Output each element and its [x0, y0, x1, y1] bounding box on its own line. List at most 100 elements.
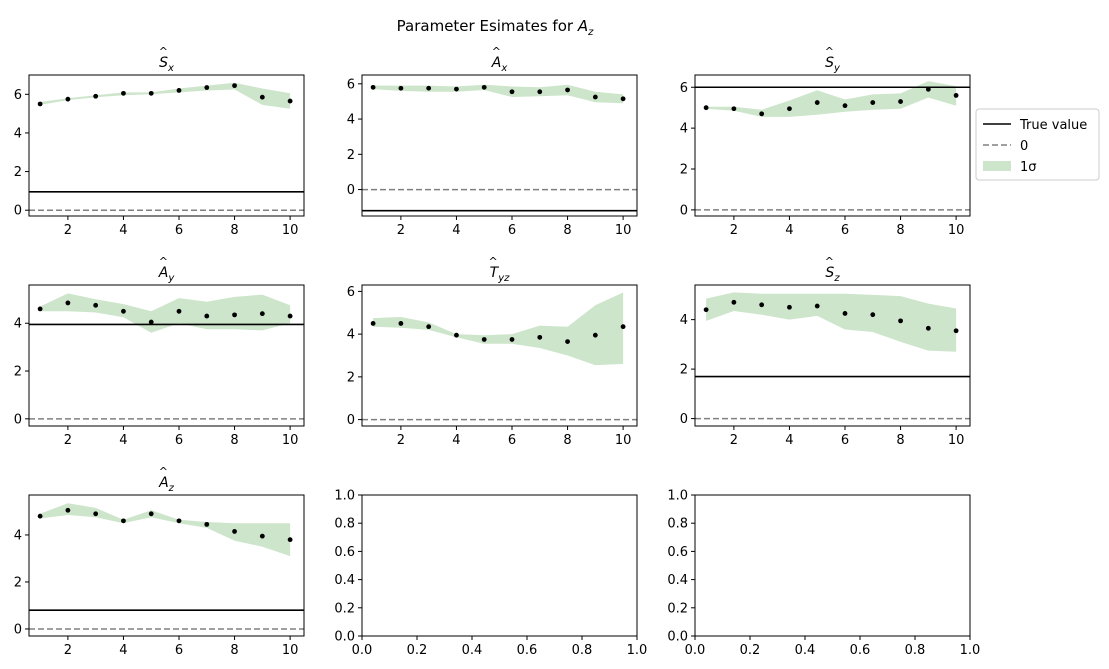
- x-tick-label: 6: [841, 433, 849, 448]
- sigma-band: [40, 503, 291, 557]
- data-point: [509, 89, 515, 95]
- y-tick-label: 0.2: [667, 601, 688, 616]
- x-tick-label: 0.2: [407, 643, 428, 658]
- x-tick-label: 2: [397, 223, 405, 238]
- data-point: [703, 105, 709, 111]
- subplot-7: Az^ 2 4 6 8 10 0 2 4: [14, 465, 305, 658]
- legend: True value 0 1σ: [975, 108, 1100, 181]
- data-point: [898, 99, 903, 104]
- x-tick-label: 6: [175, 433, 183, 448]
- x-tick-label: 8: [896, 433, 904, 448]
- figure-title-text: Parameter Esimates for: [397, 17, 578, 35]
- data-point: [370, 84, 376, 90]
- x-tick-label: 10: [615, 223, 632, 238]
- hat-accent: ^: [159, 45, 168, 58]
- data-point: [232, 312, 237, 318]
- data-point: [454, 332, 459, 338]
- y-tick-label: 0: [14, 204, 22, 219]
- data-point: [148, 90, 154, 96]
- data-point: [925, 325, 931, 331]
- subplot-title: Az: [158, 475, 175, 494]
- data-point: [953, 328, 959, 334]
- legend-label: 1σ: [1020, 160, 1037, 175]
- x-tick-label: 4: [452, 433, 460, 448]
- subplot-title: Sx: [159, 55, 174, 74]
- data-point: [121, 308, 126, 314]
- data-point: [232, 83, 237, 89]
- x-tick-label: 2: [397, 433, 405, 448]
- axes-frame: [361, 494, 638, 637]
- data-point: [232, 529, 237, 534]
- data-point: [65, 96, 71, 102]
- y-tick-label: 2: [680, 163, 688, 178]
- y-tick-label: 1.0: [667, 489, 688, 504]
- y-tick-label: 0.8: [667, 517, 688, 532]
- x-tick-label: 0.2: [740, 643, 761, 658]
- hat-accent: ^: [159, 255, 168, 268]
- data-point: [759, 302, 765, 308]
- x-tick-label: 6: [175, 643, 183, 658]
- data-point: [93, 93, 99, 99]
- data-point: [870, 312, 876, 318]
- x-tick-label: 2: [64, 433, 72, 448]
- data-point: [259, 533, 265, 539]
- y-tick-label: 6: [347, 285, 355, 300]
- plot-area: [362, 84, 637, 212]
- plot-area: [362, 292, 637, 421]
- data-point: [814, 303, 820, 309]
- plot-area: [29, 293, 304, 420]
- data-point: [287, 537, 293, 543]
- hat-accent: ^: [488, 255, 497, 268]
- data-point: [93, 511, 99, 517]
- x-tick-label: 0.4: [462, 643, 483, 658]
- y-tick-label: 0.4: [334, 573, 355, 588]
- data-point: [204, 313, 210, 319]
- x-tick-label: 2: [64, 223, 72, 238]
- data-point: [787, 106, 792, 112]
- data-point: [731, 299, 737, 305]
- legend-label: 0: [1020, 139, 1028, 154]
- x-tick-label: 10: [948, 223, 965, 238]
- subplot-4: Ay^ 2 4 6 8 10 0 2 4: [14, 255, 305, 448]
- y-tick-label: 0: [680, 203, 688, 218]
- subplot-title: Sy: [825, 55, 841, 74]
- x-tick-label: 6: [508, 223, 516, 238]
- data-point: [620, 324, 626, 330]
- data-point: [703, 307, 709, 313]
- data-point: [148, 319, 154, 325]
- x-tick-label: 8: [896, 223, 904, 238]
- x-tick-label: 1.0: [627, 643, 648, 658]
- data-point: [93, 302, 99, 308]
- y-tick-label: 6: [680, 81, 688, 96]
- data-point: [148, 511, 154, 517]
- data-point: [204, 85, 210, 90]
- data-point: [953, 93, 959, 98]
- data-point: [759, 111, 765, 117]
- x-tick-label: 6: [841, 223, 849, 238]
- data-point: [370, 321, 376, 326]
- x-tick-label: 4: [119, 223, 127, 238]
- data-point: [565, 87, 570, 93]
- data-point: [481, 337, 487, 342]
- y-tick-label: 0.4: [667, 573, 688, 588]
- x-tick-label: 6: [175, 223, 183, 238]
- y-tick-label: 4: [680, 313, 688, 328]
- y-tick-label: 2: [14, 365, 22, 380]
- subplot-6: Sz^ 2 4 6 8 10 0 2 4: [680, 255, 971, 448]
- data-point: [65, 300, 71, 306]
- y-tick-label: 4: [14, 317, 22, 332]
- y-tick-label: 2: [347, 370, 355, 385]
- data-point: [842, 311, 848, 316]
- x-tick-label: 8: [230, 643, 238, 658]
- axes-frame: [694, 74, 971, 217]
- y-tick-label: 0: [14, 412, 22, 427]
- sigma-band: [706, 81, 957, 117]
- y-tick-label: 0: [347, 183, 355, 198]
- data-point: [731, 106, 737, 112]
- data-point: [592, 94, 598, 100]
- data-point: [121, 90, 126, 96]
- y-tick-label: 2: [14, 165, 22, 180]
- legend-swatch-band: [983, 161, 1011, 171]
- x-tick-label: 10: [282, 223, 299, 238]
